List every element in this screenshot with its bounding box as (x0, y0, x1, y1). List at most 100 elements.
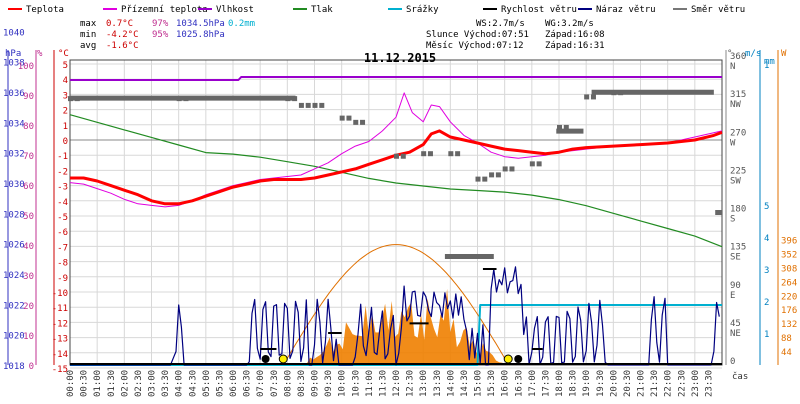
legend-label: Náraz větru (596, 5, 656, 15)
pct-tick-label: 30 (23, 272, 34, 282)
legend-label: Teplota (26, 5, 64, 15)
dir-tick-label: 0 (730, 357, 735, 367)
ms-tick-label: 5 (764, 202, 769, 212)
time-tick-label: 18:00 (555, 370, 565, 397)
wind-dir-point (394, 153, 399, 159)
w-tick-label: 352 (781, 250, 797, 260)
moonset: Západ:16:31 (545, 41, 605, 51)
time-tick-label: 12:00 (392, 370, 402, 397)
humidity-line (70, 76, 722, 81)
time-tick-label: 02:00 (120, 370, 130, 397)
sunset-marker (503, 354, 513, 364)
time-tick-label: 22:30 (677, 370, 687, 397)
ms-tick-label: 3 (764, 266, 769, 276)
w-unit: W (781, 49, 787, 59)
time-tick-label: 17:00 (528, 370, 538, 397)
time-tick-label: 17:30 (541, 370, 551, 397)
time-tick-label: 16:00 (501, 370, 511, 397)
hpa-tick-label: 1028 (3, 210, 25, 220)
wind-dir-point (360, 119, 366, 125)
time-tick-label: 23:00 (691, 370, 701, 397)
dir-tick-label: N (730, 62, 735, 72)
degc-tick-label: -1 (57, 152, 68, 162)
hpa-tick-label: 1040 (3, 28, 25, 38)
time-tick-label: 06:00 (229, 370, 239, 397)
ms-unit: m/s (745, 49, 761, 59)
hpa-tick-label: 1024 (3, 271, 25, 281)
stat-temp-min: -4.2°C (106, 30, 139, 40)
dir-tick-label: 225 (730, 166, 746, 176)
stat-label-max: max (80, 19, 97, 29)
degc-tick-label: -13 (52, 335, 68, 345)
degc-tick-label: -15 (52, 365, 68, 375)
time-tick-label: 01:00 (93, 370, 103, 397)
wind-dir-point (563, 124, 569, 130)
sun-arc (282, 244, 510, 366)
dir-tick-label: 180 (730, 205, 746, 215)
pct-tick-label: 60 (23, 182, 34, 192)
dir-tick-label: 315 (730, 90, 746, 100)
dir-tick-label: 270 (730, 128, 746, 138)
wind-dir-point (421, 151, 427, 157)
degc-tick-label: -9 (57, 274, 68, 284)
stat-label-avg: avg (80, 41, 96, 51)
time-tick-label: 09:00 (311, 370, 321, 397)
moonset-marker (514, 355, 523, 363)
w-tick-label: 132 (781, 320, 797, 330)
deg-unit: ° (727, 49, 732, 59)
mm-unit: mm (764, 57, 775, 67)
pct-tick-label: 50 (23, 212, 34, 222)
time-tick-label: 21:00 (637, 370, 647, 397)
time-tick-label: 16:30 (514, 370, 524, 397)
time-tick-label: 00:30 (80, 370, 90, 397)
hpa-tick-label: 1034 (3, 119, 25, 129)
time-tick-label: 22:00 (664, 370, 674, 397)
ground-temp-line (69, 92, 723, 208)
time-tick-label: 03:00 (148, 370, 158, 397)
legend-label: Vlhkost (216, 5, 254, 15)
dir-tick-label: SW (730, 176, 741, 186)
degc-tick-label: -10 (52, 289, 68, 299)
time-tick-label: 12:30 (406, 370, 416, 397)
time-unit: čas (732, 371, 748, 382)
sunrise-marker (278, 354, 288, 364)
degc-unit: °C (58, 49, 69, 59)
legend-label: Směr větru (691, 5, 745, 15)
w-tick-label: 88 (781, 334, 792, 344)
pct-unit: % (37, 49, 43, 59)
time-tick-label: 00:00 (66, 370, 76, 397)
stat-temp-avg: -1.6°C (106, 41, 139, 51)
ms-tick-label: 2 (764, 298, 769, 308)
wind-dir-point (339, 115, 345, 121)
degc-tick-label: -2 (57, 167, 68, 177)
stat-hum-max: 97% (152, 19, 169, 29)
time-tick-label: 04:00 (175, 370, 185, 397)
time-tick-label: 01:30 (107, 370, 117, 397)
moonrise-marker (261, 355, 270, 363)
time-tick-label: 04:30 (188, 370, 198, 397)
hpa-tick-label: 1038 (3, 59, 25, 69)
time-tick-label: 20:30 (623, 370, 633, 397)
wind-dir-point (536, 161, 542, 167)
stat-wg: WG:3.2m/s (545, 19, 594, 29)
time-tick-label: 15:30 (487, 370, 497, 397)
wind-dir-point (590, 94, 596, 100)
temperature-line (70, 129, 723, 206)
time-tick-label: 11:00 (365, 370, 375, 397)
wind-dir-point (489, 172, 495, 178)
ms-tick-label: 4 (764, 234, 769, 244)
legend-label: Přízemní teplota (121, 5, 208, 15)
degc-tick-label: 0 (63, 137, 68, 147)
w-tick-label: 176 (781, 306, 797, 316)
wind-dir-point (312, 102, 318, 108)
degc-tick-label: 1 (63, 122, 68, 132)
mm-tick-label: 1 (764, 61, 769, 71)
dir-tick-label: W (730, 138, 736, 148)
time-tick-label: 07:00 (256, 370, 266, 397)
time-tick-label: 08:30 (297, 370, 307, 397)
w-tick-label: 308 (781, 264, 797, 274)
dir-tick-label: SE (730, 253, 741, 263)
dir-tick-label: 90 (730, 281, 741, 291)
dir-tick-label: NE (730, 329, 741, 339)
dir-tick-label: NW (730, 100, 741, 110)
